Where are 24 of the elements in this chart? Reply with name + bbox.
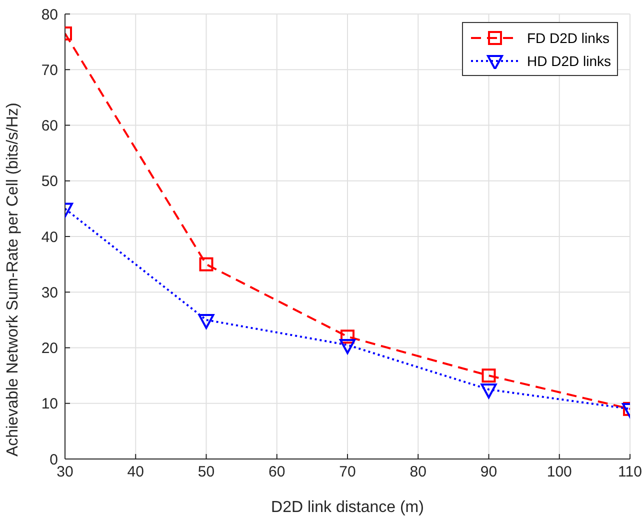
x-tick-label: 60 bbox=[268, 464, 286, 481]
x-tick-label: 110 bbox=[618, 464, 642, 481]
x-tick-label: 90 bbox=[480, 464, 498, 481]
y-tick-label: 60 bbox=[41, 118, 58, 135]
legend-label: HD D2D links bbox=[526, 52, 611, 68]
x-tick-label: 100 bbox=[546, 464, 572, 481]
x-tick-label: 80 bbox=[410, 464, 426, 481]
legend-label: FD D2D links bbox=[526, 30, 610, 46]
y-tick-label: 40 bbox=[41, 228, 58, 246]
y-tick-label: 30 bbox=[41, 284, 58, 302]
x-tick-label: 30 bbox=[56, 464, 74, 481]
y-tick-label: 50 bbox=[41, 173, 58, 190]
x-tick-label: 40 bbox=[127, 464, 144, 481]
y-tick-label: 10 bbox=[41, 396, 58, 413]
y-tick-label: 70 bbox=[41, 62, 58, 79]
point bbox=[340, 330, 354, 344]
x-axis-title: D2D link distance (m) bbox=[271, 499, 424, 516]
y-tick-label: 80 bbox=[41, 6, 58, 24]
x-tick-label: 50 bbox=[198, 464, 215, 481]
y-tick-label: 0 bbox=[50, 451, 58, 468]
y-axis-title: Achievable Network Sum-Rate per Cell (bits/s/Hz) bbox=[4, 102, 22, 456]
x-tick-label: 70 bbox=[339, 464, 356, 481]
point bbox=[340, 338, 356, 354]
y-tick-label: 20 bbox=[41, 340, 58, 358]
